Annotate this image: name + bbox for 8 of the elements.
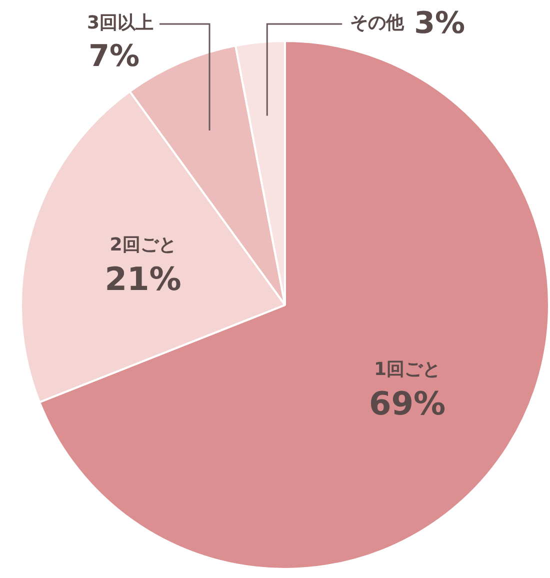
data-label: 69% [368, 384, 446, 422]
slice-label: 2回ごと [110, 234, 176, 256]
data-label: 3% [414, 6, 466, 41]
slice-label: 1回ごと [374, 358, 441, 380]
slice-label: 3回以上 [86, 12, 154, 34]
data-label: 7% [88, 38, 140, 74]
data-label: 21% [104, 260, 182, 298]
slice-label: その他 [350, 12, 406, 34]
